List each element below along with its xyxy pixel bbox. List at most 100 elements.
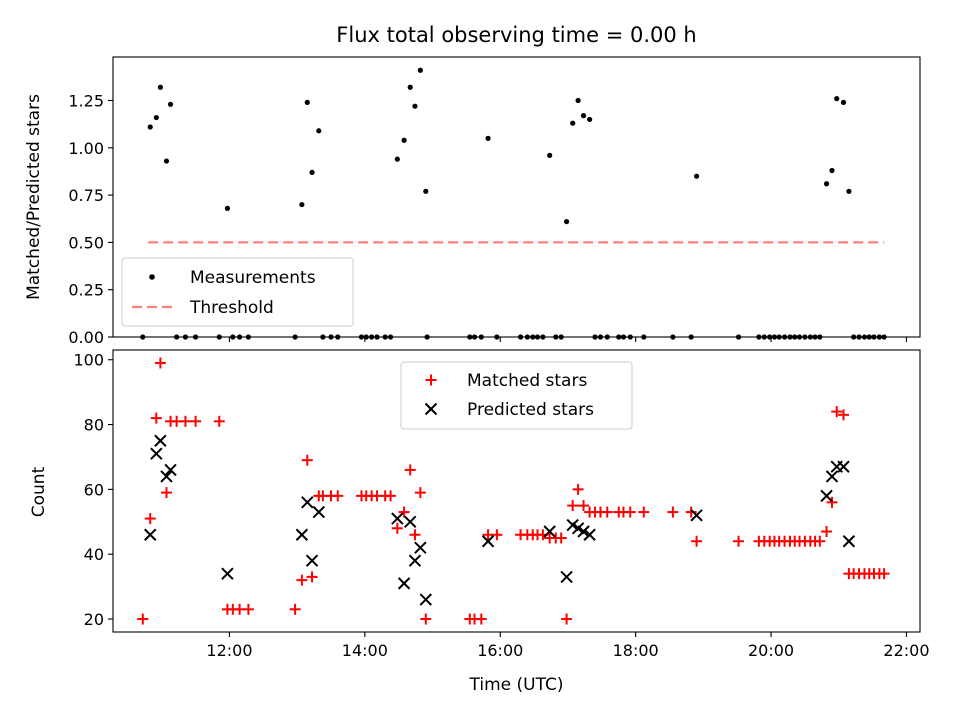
legend-measurements-marker: [149, 274, 155, 280]
bottom-ticks: 20 40 60 80 100 12:00 14:00 16:00 18:00 20:00 22:0…: [73, 351, 929, 660]
matched-star-point: [567, 500, 579, 512]
predicted-star-point: [305, 554, 319, 567]
matched-star-point: [296, 574, 308, 586]
measurement-point: [423, 188, 429, 194]
measurement-point: [823, 181, 830, 187]
measurement-point: [147, 124, 153, 130]
predicted-star-point: [312, 505, 326, 519]
top-ytick-label: 0.00: [68, 328, 104, 347]
matched-star-point: [826, 496, 838, 508]
predicted-star-point: [408, 554, 422, 567]
matched-star-point: [398, 506, 410, 518]
bottom-ytick-label: 100: [73, 351, 104, 370]
top-ticks: 0.00 0.25 0.50 0.75 1.00 1.25: [68, 92, 908, 347]
bottom-xtick-label: 12:00: [206, 641, 252, 660]
predicted-star-point: [690, 509, 703, 522]
matched-star-point: [555, 532, 567, 544]
measurement-point: [417, 67, 423, 73]
bottom-ytick-label: 60: [84, 480, 104, 499]
bottom-ytick-label: 40: [84, 545, 104, 564]
matched-star-point: [289, 603, 301, 615]
predicted-star-point: [150, 447, 163, 460]
bottom-ytick-label: 20: [84, 610, 104, 629]
matched-star-point: [160, 487, 172, 499]
top-ytick-label: 0.50: [68, 233, 104, 252]
measurement-point: [163, 158, 170, 164]
measurement-point: [153, 114, 159, 121]
top-legend-box: [121, 257, 354, 327]
measurement-point: [547, 152, 553, 158]
matched-star-point: [814, 535, 826, 547]
predicted-star-point: [221, 567, 234, 580]
matched-star-point: [414, 487, 426, 499]
matched-star-point: [154, 357, 166, 369]
bottom-panel: Count Time (UTC) 20 40 60 80 100 12:00 14:00 16…: [29, 349, 930, 695]
measurement-point: [829, 167, 835, 174]
measurement-point: [299, 201, 305, 208]
matched-star-point: [306, 571, 318, 583]
predicted-star-point: [397, 577, 411, 590]
top-panel: Flux total observing time = 0.00 h Match…: [24, 23, 921, 347]
measurement-point: [309, 169, 315, 176]
legend-cross: [424, 402, 438, 416]
predicted-star-point: [144, 528, 157, 541]
predicted-star-point: [543, 525, 556, 538]
matched-star-point: [404, 464, 416, 476]
matched-star-point: [667, 506, 679, 518]
measurement-point: [304, 99, 310, 106]
matched-star-point: [385, 490, 397, 502]
top-ylabel: Matched/Predicted stars: [24, 94, 44, 300]
predicted-star-point: [842, 535, 856, 548]
predicted-star-point: [404, 515, 417, 529]
matched-star-point: [137, 613, 149, 625]
legend-matched-marker: [425, 374, 437, 386]
bottom-xtick-label: 22:00: [883, 641, 929, 660]
matched-star-point: [150, 412, 162, 424]
measurement-point: [412, 103, 418, 109]
count-points: [137, 357, 890, 625]
predicted-star-point: [560, 570, 573, 584]
legend-plus: [425, 374, 437, 386]
predicted-star-point: [391, 512, 404, 525]
matched-star-point: [144, 513, 156, 525]
predicted-star-point: [414, 541, 427, 554]
measurement-point: [834, 96, 840, 102]
measurement-point: [563, 218, 570, 225]
predicted-star-point: [160, 470, 173, 483]
matched-star-point: [332, 490, 344, 502]
top-ytick-label: 0.75: [68, 186, 104, 205]
matched-star-point: [391, 522, 403, 534]
measurement-point: [485, 135, 491, 141]
bottom-xlabel: Time (UTC): [469, 675, 564, 695]
bottom-ylabel: Count: [29, 466, 49, 517]
predicted-star-point: [820, 489, 833, 503]
predicted-star-point: [583, 528, 596, 541]
matched-star-point: [601, 506, 613, 518]
matched-star-point: [691, 535, 703, 547]
bottom-xtick-label: 20:00: [748, 641, 794, 660]
measurement-point: [407, 84, 413, 90]
matched-star-point: [179, 415, 191, 427]
legend-predicted-label: Predicted stars: [467, 400, 594, 420]
matched-star-point: [572, 483, 584, 495]
legend-threshold-label: Threshold: [189, 298, 274, 318]
top-ytick-label: 1.25: [68, 92, 104, 111]
measurement-point: [167, 101, 174, 107]
measurement-point: [580, 113, 587, 119]
matched-star-point: [409, 529, 421, 541]
matched-star-point: [733, 535, 745, 547]
legend-matched-label: Matched stars: [467, 371, 587, 391]
measurement-point: [587, 116, 593, 123]
matched-star-point: [578, 500, 590, 512]
measurement-point: [394, 156, 400, 162]
measurement-point: [224, 205, 231, 211]
matched-star-point: [301, 454, 313, 466]
measurement-point: [401, 137, 407, 143]
matched-star-point: [685, 506, 697, 518]
top-ytick-label: 0.25: [68, 281, 104, 300]
measurement-point: [157, 84, 163, 90]
bottom-xtick-label: 14:00: [342, 641, 388, 660]
predicted-star-point: [481, 535, 495, 548]
